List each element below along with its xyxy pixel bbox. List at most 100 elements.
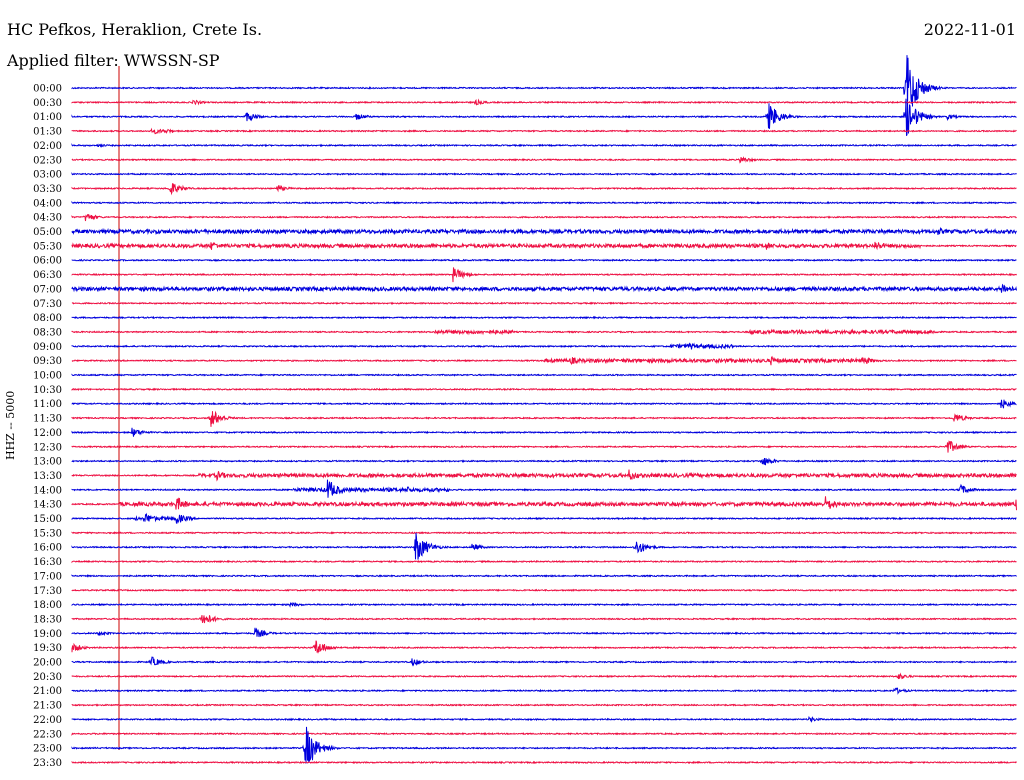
trace-row — [71, 512, 1017, 525]
trace-row — [71, 387, 1017, 392]
row-time-label: 11:30 — [33, 414, 62, 425]
trace-row — [71, 531, 1017, 535]
trace-row — [71, 731, 1017, 737]
row-time-label: 04:30 — [33, 213, 62, 224]
row-time-label: 20:00 — [33, 658, 62, 669]
trace-row — [71, 226, 1017, 236]
trace-row — [71, 627, 1017, 638]
trace-row — [71, 200, 1017, 205]
row-time-label: 15:00 — [33, 514, 62, 525]
row-time-label: 20:30 — [33, 672, 62, 683]
row-time-label: 06:00 — [33, 256, 62, 267]
row-time-label: 07:00 — [33, 284, 62, 295]
row-time-label: 17:30 — [33, 586, 62, 597]
station-title: HC Pefkos, Heraklion, Crete Is. — [7, 20, 263, 39]
row-time-label: 19:00 — [33, 629, 62, 640]
trace-row — [71, 267, 1017, 283]
trace-row — [71, 457, 1017, 466]
row-time-label: 18:00 — [33, 600, 62, 611]
row-time-label: 08:30 — [33, 327, 62, 338]
row-time-label: 22:00 — [33, 715, 62, 726]
trace-row — [71, 726, 1017, 764]
row-time-label: 16:00 — [33, 543, 62, 554]
trace-row — [71, 559, 1017, 564]
row-time-label: 06:30 — [33, 270, 62, 281]
trace-row — [71, 301, 1017, 306]
trace-row — [71, 532, 1017, 560]
trace-row — [71, 601, 1017, 608]
trace-row — [71, 355, 1017, 366]
row-time-label: 05:00 — [33, 227, 62, 238]
trace-row — [71, 574, 1017, 578]
row-time-label: 02:00 — [33, 141, 62, 152]
trace-row — [71, 156, 1017, 164]
row-time-label: 19:30 — [33, 643, 62, 654]
trace-row — [71, 258, 1017, 263]
trace-row — [71, 98, 1017, 106]
trace-row — [71, 687, 1017, 695]
trace-row — [71, 183, 1017, 196]
trace-row — [71, 496, 1017, 511]
row-time-label: 16:30 — [33, 557, 62, 568]
row-time-label: 01:00 — [33, 112, 62, 123]
trace-row — [71, 127, 1017, 135]
trace-row — [71, 142, 1017, 148]
row-time-label: 03:30 — [33, 184, 62, 195]
row-time-label: 23:00 — [33, 744, 62, 755]
row-time-label: 09:30 — [33, 356, 62, 367]
trace-row — [71, 479, 1017, 498]
row-time-label: 07:30 — [33, 299, 62, 310]
trace-row — [71, 399, 1017, 409]
trace-row — [71, 172, 1017, 176]
row-time-label: 01:30 — [33, 127, 62, 138]
trace-row — [71, 760, 1017, 765]
trace-row — [71, 615, 1017, 624]
row-time-label: 23:30 — [33, 758, 62, 769]
row-time-label: 12:30 — [33, 442, 62, 453]
row-time-label: 10:30 — [33, 385, 62, 396]
trace-row — [71, 469, 1017, 482]
row-time-label: 02:30 — [33, 155, 62, 166]
trace-row — [71, 656, 1017, 667]
trace-row — [71, 373, 1017, 377]
trace-row — [71, 214, 1017, 222]
trace-row — [71, 55, 1017, 115]
row-time-label: 14:30 — [33, 500, 62, 511]
row-time-label: 12:00 — [33, 428, 62, 439]
row-time-label: 18:30 — [33, 614, 62, 625]
trace-row — [71, 440, 1017, 453]
row-time-label: 04:00 — [33, 198, 62, 209]
row-time-label: 15:30 — [33, 528, 62, 539]
row-time-label: 17:00 — [33, 571, 62, 582]
row-time-label: 08:00 — [33, 313, 62, 324]
trace-row — [71, 98, 1017, 136]
row-time-label: 05:30 — [33, 241, 62, 252]
row-time-label: 13:00 — [33, 457, 62, 468]
trace-row — [71, 241, 1017, 251]
trace-row — [71, 342, 1017, 350]
trace-row — [71, 703, 1017, 707]
trace-row — [71, 640, 1017, 654]
date-label: 2022-11-01 — [923, 20, 1016, 39]
trace-row — [71, 328, 1017, 336]
row-time-label: 21:30 — [33, 701, 62, 712]
row-time-label: 10:00 — [33, 371, 62, 382]
row-time-label: 21:00 — [33, 686, 62, 697]
trace-row — [71, 588, 1017, 592]
row-time-label: 14:00 — [33, 485, 62, 496]
row-time-label: 22:30 — [33, 729, 62, 740]
trace-row — [71, 715, 1017, 723]
filter-label: Applied filter: WWSSN-SP — [7, 51, 220, 70]
row-time-label: 09:00 — [33, 342, 62, 353]
trace-row — [71, 283, 1017, 293]
trace-row — [71, 672, 1017, 680]
row-time-label: 11:00 — [33, 399, 62, 410]
trace-row — [71, 427, 1017, 437]
trace-row — [71, 410, 1017, 427]
row-time-label: 00:30 — [33, 98, 62, 109]
trace-row — [71, 315, 1017, 320]
row-time-label: 00:00 — [33, 84, 62, 95]
row-time-label: 03:00 — [33, 170, 62, 181]
row-time-label: 13:30 — [33, 471, 62, 482]
